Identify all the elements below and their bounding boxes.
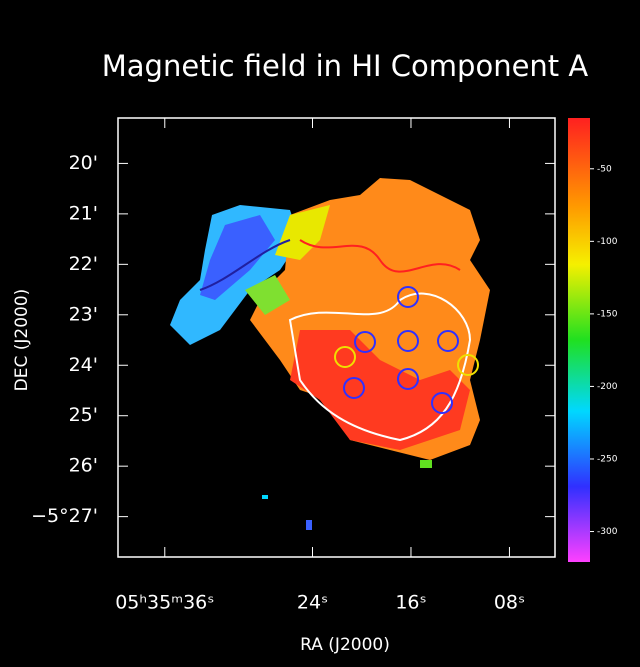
x-tick-label: 16ˢ — [395, 592, 426, 614]
y-tick-label: 23' — [69, 303, 98, 325]
plot-frame — [117, 117, 556, 558]
x-tick-label: 08ˢ — [494, 592, 525, 614]
y-axis-label: DEC (J2000) — [12, 289, 32, 392]
x-tick-label: 24ˢ — [297, 592, 328, 614]
colorbar-tick-label: -50 — [597, 164, 612, 174]
colorbar-tick-label: -150 — [597, 309, 618, 319]
x-tick-label: 05ʰ35ᵐ36ˢ — [115, 592, 214, 614]
y-tick-label: 24' — [69, 354, 98, 376]
map-image — [170, 178, 490, 530]
chart-title: Magnetic field in HI Component A — [102, 49, 589, 83]
colorbar — [568, 118, 590, 562]
y-tick-label: 22' — [69, 253, 98, 275]
y-tick-label: 21' — [69, 202, 98, 224]
colorbar-tick-label: -250 — [597, 454, 618, 464]
colorbar-tick-label: -300 — [597, 527, 618, 537]
y-tick-label: 25' — [69, 404, 98, 426]
y-tick-label: 20' — [69, 152, 98, 174]
colorbar-tick-label: -100 — [597, 237, 618, 247]
colorbar-tick-label: -200 — [597, 382, 618, 392]
y-tick-label: 26' — [69, 455, 98, 477]
source-markers — [334, 286, 479, 414]
x-axis-label: RA (J2000) — [300, 635, 390, 655]
y-tick-label: −5°27' — [31, 505, 98, 527]
